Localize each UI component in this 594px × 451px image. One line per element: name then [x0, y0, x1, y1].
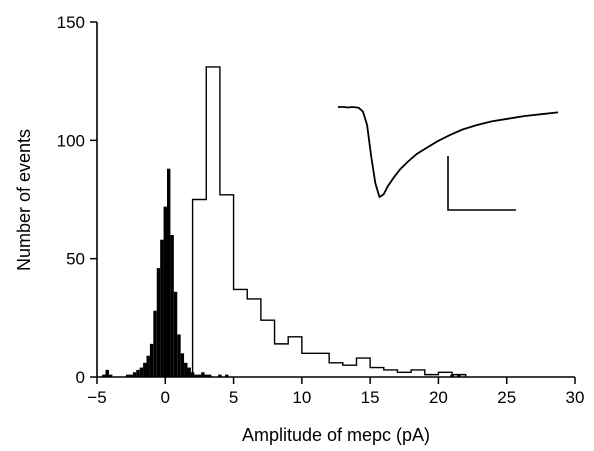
- x-tick-label: 0: [161, 388, 170, 407]
- filled-bar: [108, 374, 113, 377]
- filled-bar: [105, 369, 109, 377]
- filled-bar: [197, 374, 202, 377]
- filled-bar: [207, 374, 212, 377]
- x-tick-label: 10: [292, 388, 311, 407]
- filled-bar: [149, 343, 154, 377]
- filled-bar: [177, 334, 181, 377]
- filled-bar: [156, 268, 161, 377]
- y-tick-label: 0: [76, 368, 85, 387]
- inset-waveform: [338, 106, 559, 199]
- filled-bar: [457, 374, 461, 377]
- filled-bar: [187, 367, 191, 377]
- filled-bar: [166, 168, 171, 377]
- x-tick-label: 20: [429, 388, 448, 407]
- filled-bar: [450, 374, 454, 377]
- filled-bar: [129, 374, 133, 377]
- filled-bar: [146, 355, 150, 377]
- filled-bar: [204, 374, 208, 377]
- filled-bar: [170, 235, 174, 377]
- filled-bar: [132, 372, 137, 377]
- x-tick-label: 30: [566, 388, 585, 407]
- filled-bar: [225, 374, 229, 377]
- filled-bar: [126, 374, 130, 377]
- filled-bar: [136, 369, 140, 377]
- filled-bar: [194, 374, 198, 377]
- filled-bar: [102, 374, 106, 377]
- filled-bar: [153, 310, 157, 377]
- filled-histogram-series: [102, 168, 461, 377]
- y-axis-title: Number of events: [14, 129, 34, 271]
- filled-bar: [184, 362, 188, 377]
- x-tick-label: 25: [497, 388, 516, 407]
- filled-bar: [218, 374, 222, 377]
- x-axis-title: Amplitude of mepc (pA): [242, 425, 430, 445]
- x-tick-label: −5: [87, 388, 106, 407]
- filled-bar: [139, 367, 144, 377]
- filled-bar: [180, 353, 185, 377]
- filled-bar: [163, 206, 167, 377]
- filled-bar: [143, 362, 147, 377]
- filled-bar: [173, 291, 178, 377]
- y-tick-label: 150: [57, 13, 85, 32]
- open-histogram-series: [191, 66, 467, 377]
- y-tick-label: 100: [57, 131, 85, 150]
- filled-bar: [201, 372, 205, 377]
- y-tick-label: 50: [66, 250, 85, 269]
- inset-scale-bar: [447, 156, 516, 211]
- inset-trace: [338, 106, 559, 211]
- x-tick-label: 5: [229, 388, 238, 407]
- filled-bar: [160, 239, 164, 377]
- x-tick-label: 15: [361, 388, 380, 407]
